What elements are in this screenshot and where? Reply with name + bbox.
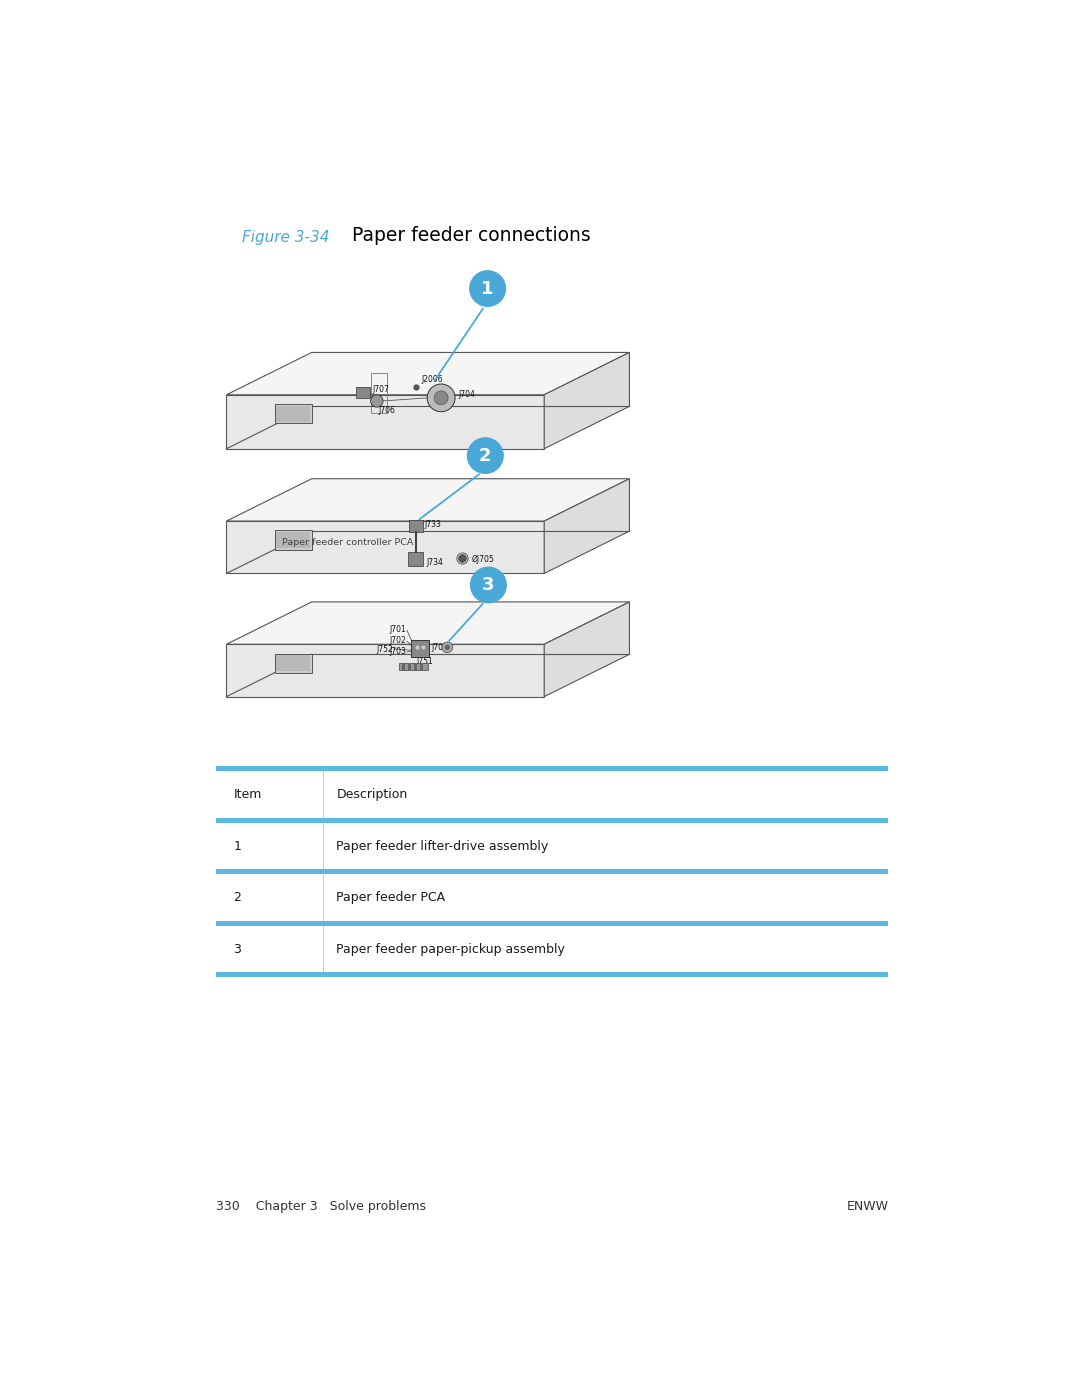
Circle shape bbox=[470, 271, 505, 306]
Circle shape bbox=[445, 644, 450, 650]
Text: Paper feeder PCA: Paper feeder PCA bbox=[337, 891, 446, 904]
Text: Description: Description bbox=[337, 788, 408, 800]
Circle shape bbox=[442, 643, 453, 652]
Text: ENWW: ENWW bbox=[847, 1200, 889, 1213]
Text: 2: 2 bbox=[233, 891, 241, 904]
Bar bbox=[414, 664, 417, 669]
Bar bbox=[274, 531, 312, 549]
Polygon shape bbox=[227, 644, 544, 697]
Bar bbox=[216, 869, 888, 875]
Circle shape bbox=[471, 567, 507, 602]
Text: J706: J706 bbox=[378, 407, 395, 415]
Circle shape bbox=[468, 437, 503, 474]
Bar bbox=[356, 387, 369, 398]
Polygon shape bbox=[544, 479, 630, 573]
Text: J734: J734 bbox=[427, 559, 443, 567]
Text: Figure 3-34: Figure 3-34 bbox=[242, 229, 329, 244]
Bar bbox=[408, 552, 423, 566]
Text: 1: 1 bbox=[233, 840, 241, 852]
Text: J733: J733 bbox=[424, 520, 442, 528]
Circle shape bbox=[370, 395, 383, 407]
Bar bbox=[216, 817, 888, 823]
Bar bbox=[399, 662, 428, 671]
Text: 330    Chapter 3   Solve problems: 330 Chapter 3 Solve problems bbox=[216, 1200, 427, 1213]
Text: J707: J707 bbox=[373, 386, 389, 394]
Text: J701: J701 bbox=[389, 624, 406, 634]
Text: ØJ705: ØJ705 bbox=[471, 555, 494, 564]
Bar bbox=[276, 655, 310, 671]
Polygon shape bbox=[227, 395, 544, 448]
Bar bbox=[274, 404, 312, 423]
Bar bbox=[276, 405, 310, 422]
Text: Paper feeder lifter-drive assembly: Paper feeder lifter-drive assembly bbox=[337, 840, 549, 852]
Text: 2: 2 bbox=[480, 447, 491, 465]
Circle shape bbox=[434, 391, 448, 405]
Text: J703: J703 bbox=[432, 644, 448, 652]
Polygon shape bbox=[227, 602, 630, 644]
Bar bbox=[216, 972, 888, 978]
Bar bbox=[402, 664, 405, 669]
Bar bbox=[216, 921, 888, 926]
Polygon shape bbox=[227, 521, 544, 573]
Text: 3: 3 bbox=[233, 943, 241, 956]
Text: J752: J752 bbox=[377, 645, 393, 654]
Bar bbox=[420, 664, 423, 669]
Text: Item: Item bbox=[233, 788, 261, 800]
Text: Paper feeder paper-pickup assembly: Paper feeder paper-pickup assembly bbox=[337, 943, 565, 956]
Text: Paper feeder connections: Paper feeder connections bbox=[352, 226, 591, 244]
Text: J702: J702 bbox=[389, 636, 406, 645]
Bar bbox=[408, 520, 422, 532]
Bar bbox=[274, 654, 312, 673]
Text: J704: J704 bbox=[458, 390, 475, 400]
Text: J751: J751 bbox=[416, 658, 433, 666]
Bar bbox=[216, 766, 888, 771]
Polygon shape bbox=[544, 602, 630, 697]
Text: J2006: J2006 bbox=[422, 376, 444, 384]
Circle shape bbox=[428, 384, 455, 412]
Polygon shape bbox=[544, 352, 630, 448]
Text: 3: 3 bbox=[482, 576, 495, 594]
Polygon shape bbox=[227, 352, 630, 395]
Text: Paper feeder controller PCA: Paper feeder controller PCA bbox=[282, 538, 414, 548]
Bar bbox=[276, 532, 310, 548]
Text: J703: J703 bbox=[389, 647, 406, 655]
Polygon shape bbox=[227, 479, 630, 521]
Bar bbox=[408, 664, 410, 669]
Text: 1: 1 bbox=[482, 279, 494, 298]
Bar bbox=[410, 640, 430, 657]
